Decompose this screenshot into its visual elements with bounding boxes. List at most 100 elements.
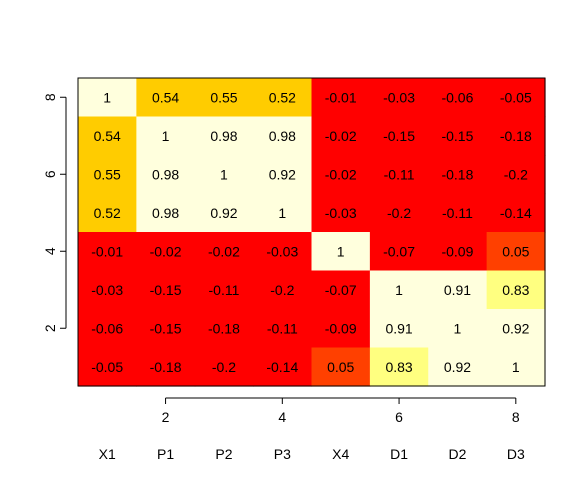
cell-value-label: 0.83 <box>502 282 529 298</box>
heatmap-cell <box>311 193 371 233</box>
cell-value-label: 1 <box>454 320 462 336</box>
variable-labels: X1 P1 P2 P3 X4 D1 D2 D3 <box>99 446 525 462</box>
cell-value-label: 1 <box>512 359 520 375</box>
heatmap-cell <box>78 193 137 233</box>
cell-value-label: 0.83 <box>385 359 412 375</box>
cell-value-label: -0.02 <box>325 166 357 182</box>
heatmap-cell <box>253 309 313 349</box>
variable-label: X4 <box>332 446 349 462</box>
heatmap-cell <box>428 347 488 387</box>
cell-value-label: -0.18 <box>441 166 473 182</box>
cell-value-label: -0.05 <box>91 359 123 375</box>
heatmap-cell <box>194 155 254 195</box>
heatmap-cell <box>253 232 313 272</box>
cell-value-label: 0.05 <box>327 359 354 375</box>
cell-value-label: -0.2 <box>504 166 528 182</box>
heatmap-cell <box>78 78 137 118</box>
heatmap-cell <box>311 78 371 118</box>
heatmap-cell <box>311 309 371 349</box>
heatmap-cell <box>136 193 196 233</box>
heatmap-cell <box>78 347 137 387</box>
cell-value-label: 0.98 <box>152 205 179 221</box>
cell-value-label: -0.15 <box>441 128 473 144</box>
heatmap-cell <box>194 232 254 272</box>
cell-value-label: -0.15 <box>150 320 182 336</box>
heatmap-cell <box>369 193 429 233</box>
heatmap-cell <box>78 270 137 310</box>
y-tick-label: 8 <box>42 93 58 101</box>
cell-value-label: -0.2 <box>212 359 236 375</box>
heatmap-cell <box>486 309 546 349</box>
heatmap-cell <box>428 78 488 118</box>
heatmap-cell <box>78 116 137 156</box>
heatmap-cell <box>194 78 254 118</box>
x-tick-label: 6 <box>395 409 403 425</box>
variable-label: P2 <box>215 446 232 462</box>
cell-value-label: -0.07 <box>325 282 357 298</box>
variable-label: D2 <box>448 446 466 462</box>
cell-value-label: -0.15 <box>150 282 182 298</box>
cell-value-label: -0.02 <box>208 243 240 259</box>
cell-value-label: -0.03 <box>266 243 298 259</box>
variable-label: P3 <box>274 446 291 462</box>
heatmap-cell <box>78 155 137 195</box>
cell-value-label: -0.07 <box>383 243 415 259</box>
heatmap-cell <box>194 347 254 387</box>
heatmap-cell <box>136 78 196 118</box>
cell-value-label: -0.06 <box>91 320 123 336</box>
heatmap-cell <box>428 116 488 156</box>
cell-value-label: -0.03 <box>383 89 415 105</box>
cell-value-label: 0.91 <box>385 320 412 336</box>
heatmap-cell <box>253 347 313 387</box>
heatmap-cell <box>253 116 313 156</box>
cell-value-label: -0.03 <box>91 282 123 298</box>
cell-value-label: 1 <box>162 128 170 144</box>
y-axis: 2 4 6 8 <box>42 93 67 332</box>
cell-value-label: -0.2 <box>387 205 411 221</box>
cell-value-label: -0.11 <box>267 320 298 336</box>
heatmap-cell <box>311 270 371 310</box>
heatmap-cell <box>369 78 429 118</box>
cell-value-label: 0.98 <box>269 128 296 144</box>
heatmap-cell <box>311 155 371 195</box>
cell-value-label: 0.55 <box>210 89 237 105</box>
cell-value-label: 0.54 <box>152 89 179 105</box>
cell-value-label: 0.98 <box>152 166 179 182</box>
heatmap-cell <box>486 155 546 195</box>
heatmap-cell <box>369 270 429 310</box>
cell-value-label: 0.52 <box>269 89 296 105</box>
cell-value-label: -0.14 <box>266 359 298 375</box>
plot-frame <box>77 77 546 387</box>
cell-value-label: 1 <box>220 166 228 182</box>
cell-value-label: -0.09 <box>441 243 473 259</box>
cell-value-label: 0.92 <box>210 205 237 221</box>
heatmap-cell <box>136 309 196 349</box>
cell-value-label: -0.18 <box>500 128 532 144</box>
heatmap-cell <box>194 116 254 156</box>
cell-value-label: -0.01 <box>91 243 123 259</box>
cell-value-label: -0.11 <box>442 205 473 221</box>
cell-value-label: 1 <box>278 205 286 221</box>
heatmap-cell <box>369 232 429 272</box>
variable-label: D3 <box>507 446 525 462</box>
variable-label: D1 <box>390 446 408 462</box>
heatmap-cell <box>136 116 196 156</box>
heatmap-cell <box>486 270 546 310</box>
cell-value-label: -0.03 <box>325 205 357 221</box>
heatmap-cell <box>311 232 371 272</box>
heatmap-cell <box>369 116 429 156</box>
cell-value-label: -0.09 <box>325 320 357 336</box>
heatmap-cell <box>486 78 546 118</box>
heatmap-cell <box>369 155 429 195</box>
cell-value-label: 0.92 <box>269 166 296 182</box>
cell-value-label: 0.55 <box>94 166 121 182</box>
cell-value-label: 0.52 <box>94 205 121 221</box>
heatmap-cell <box>486 116 546 156</box>
heatmap-cell <box>311 347 371 387</box>
heatmap-cell <box>194 309 254 349</box>
variable-label: P1 <box>157 446 174 462</box>
heatmap-cell <box>486 193 546 233</box>
y-tick-label: 2 <box>42 324 58 332</box>
heatmap-cell <box>428 270 488 310</box>
